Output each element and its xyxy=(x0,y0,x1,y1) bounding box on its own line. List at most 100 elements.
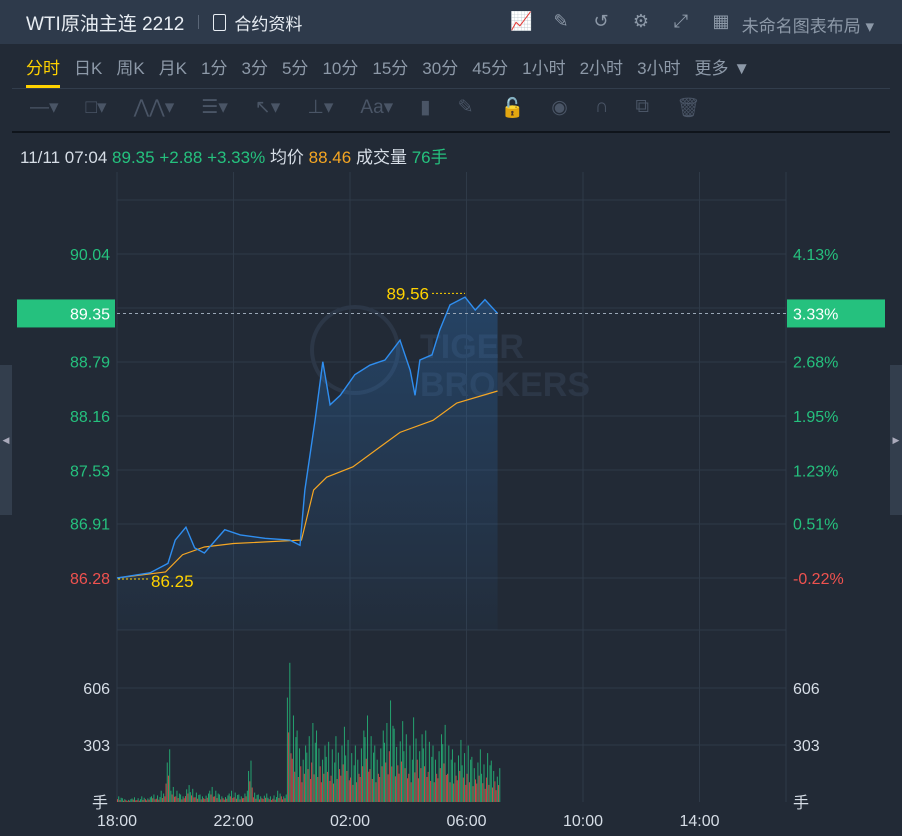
fib-tool-icon[interactable]: ☰▾ xyxy=(201,97,228,118)
tab-0[interactable]: 分时 xyxy=(26,54,60,88)
volume-bar xyxy=(144,799,146,802)
volume-bar xyxy=(465,784,467,802)
left-scroll-handle[interactable]: ◀ xyxy=(0,365,12,515)
gear-icon[interactable]: ⚙ xyxy=(632,11,650,31)
rectangle-tool-icon[interactable]: □▾ xyxy=(85,97,107,118)
current-price-badge xyxy=(17,299,115,328)
price-area xyxy=(117,297,498,630)
volume-bar xyxy=(364,737,366,802)
volume-bar xyxy=(127,799,129,802)
volume-bar xyxy=(438,751,440,802)
volume-bar xyxy=(244,793,246,802)
volume-bar xyxy=(451,749,453,802)
layers-icon[interactable]: ⧉ xyxy=(635,96,650,117)
tab-10[interactable]: 45分 xyxy=(472,59,509,78)
volume-bar xyxy=(415,738,417,802)
tab-8[interactable]: 15分 xyxy=(372,59,409,78)
candle-tool-icon[interactable]: ▮ xyxy=(420,97,431,118)
volume-bar xyxy=(245,796,247,802)
volume-bar xyxy=(266,793,268,802)
layout-dropdown[interactable]: 未命名图表布局 ▾ xyxy=(741,17,874,36)
volume-bar xyxy=(285,794,287,802)
time-tick-label: 22:00 xyxy=(213,813,253,830)
tab-4[interactable]: 1分 xyxy=(201,59,228,78)
tab-6[interactable]: 5分 xyxy=(281,59,309,78)
volume-bar xyxy=(370,736,372,802)
refresh-icon[interactable]: ↺ xyxy=(593,11,609,31)
tab-11[interactable]: 1小时 xyxy=(522,59,566,78)
volume-bar xyxy=(299,748,301,802)
grid-layout-icon[interactable]: ▦ xyxy=(712,11,730,31)
volume-bar xyxy=(476,783,478,802)
volume-bar xyxy=(393,728,395,802)
volume-bar xyxy=(195,792,197,802)
volume-label: 成交量 xyxy=(355,148,407,167)
measure-tool-icon[interactable]: ⊥▾ xyxy=(307,97,334,118)
volume-bar xyxy=(309,778,311,802)
right-scroll-handle[interactable]: ▶ xyxy=(890,365,902,515)
tab-12[interactable]: 2小时 xyxy=(579,59,624,78)
volume-bar xyxy=(322,759,324,802)
volume-bar xyxy=(208,793,210,802)
pen-icon[interactable]: ✎ xyxy=(457,97,474,118)
volume-bar xyxy=(181,799,183,802)
line-tool-icon[interactable]: —▾ xyxy=(30,97,59,118)
tab-5[interactable]: 3分 xyxy=(241,59,268,78)
volume-bar xyxy=(305,745,307,802)
volume-bar xyxy=(472,786,474,802)
fullscreen-icon[interactable]: ⤢ xyxy=(673,11,689,31)
volume-bar xyxy=(434,759,436,802)
volume-bar xyxy=(314,742,316,802)
draw-icon[interactable]: ✎ xyxy=(553,11,569,31)
tab-3[interactable]: 月K xyxy=(158,59,188,78)
volume-bar xyxy=(413,717,415,802)
volume-bar xyxy=(218,794,220,802)
volume-bar xyxy=(323,773,325,802)
volume-bar xyxy=(348,780,350,802)
volume-bar xyxy=(211,786,213,802)
volume-bar xyxy=(187,793,189,802)
volume-bar xyxy=(405,734,407,802)
trash-icon[interactable]: 🗑 xyxy=(676,98,701,119)
volume-bar xyxy=(317,776,319,802)
arrow-tool-icon[interactable]: ↖▾ xyxy=(254,97,281,118)
volume-bar xyxy=(444,724,446,802)
volume-bar xyxy=(215,790,217,802)
magnet-icon[interactable]: ∩ xyxy=(594,96,609,117)
volume-bar xyxy=(131,798,133,802)
volume-bar xyxy=(442,744,444,802)
volume-bar xyxy=(239,799,241,802)
volume-bar xyxy=(375,782,377,802)
volume-bar xyxy=(273,795,275,802)
indicator-icon[interactable]: 📈 xyxy=(510,11,533,31)
volume-bar xyxy=(228,793,230,802)
volume-bar xyxy=(303,773,305,802)
volume-bar xyxy=(496,776,498,802)
datetime: 11/11 07:04 xyxy=(20,148,108,167)
volume-bar xyxy=(390,700,392,802)
volume-bar xyxy=(180,794,182,802)
tab-9[interactable]: 30分 xyxy=(422,59,459,78)
tab-7[interactable]: 10分 xyxy=(322,59,359,78)
volume-bar xyxy=(414,772,416,802)
volume-bar xyxy=(260,796,262,802)
volume-bar xyxy=(191,795,193,802)
divider xyxy=(12,88,890,89)
text-tool-icon[interactable]: Aa▾ xyxy=(360,97,394,118)
volume-bar xyxy=(380,748,382,802)
tab-1[interactable]: 日K xyxy=(74,59,103,78)
tab-13[interactable]: 3小时 xyxy=(637,59,681,78)
volume-bar xyxy=(220,799,222,802)
volume-bar xyxy=(330,775,332,802)
tab-2[interactable]: 周K xyxy=(116,59,145,78)
volume-bar xyxy=(125,800,127,802)
eye-icon[interactable]: ◉ xyxy=(551,97,568,118)
volume-bar xyxy=(371,778,373,802)
volume-bar xyxy=(167,775,169,802)
tab-14[interactable]: 更多 ▼ xyxy=(694,59,751,78)
lock-icon[interactable]: 🔓 xyxy=(500,98,525,119)
contract-info-button[interactable]: 合约资料 xyxy=(213,10,302,35)
pattern-tool-icon[interactable]: ⋀⋀▾ xyxy=(133,97,175,118)
volume-bar xyxy=(291,758,293,802)
